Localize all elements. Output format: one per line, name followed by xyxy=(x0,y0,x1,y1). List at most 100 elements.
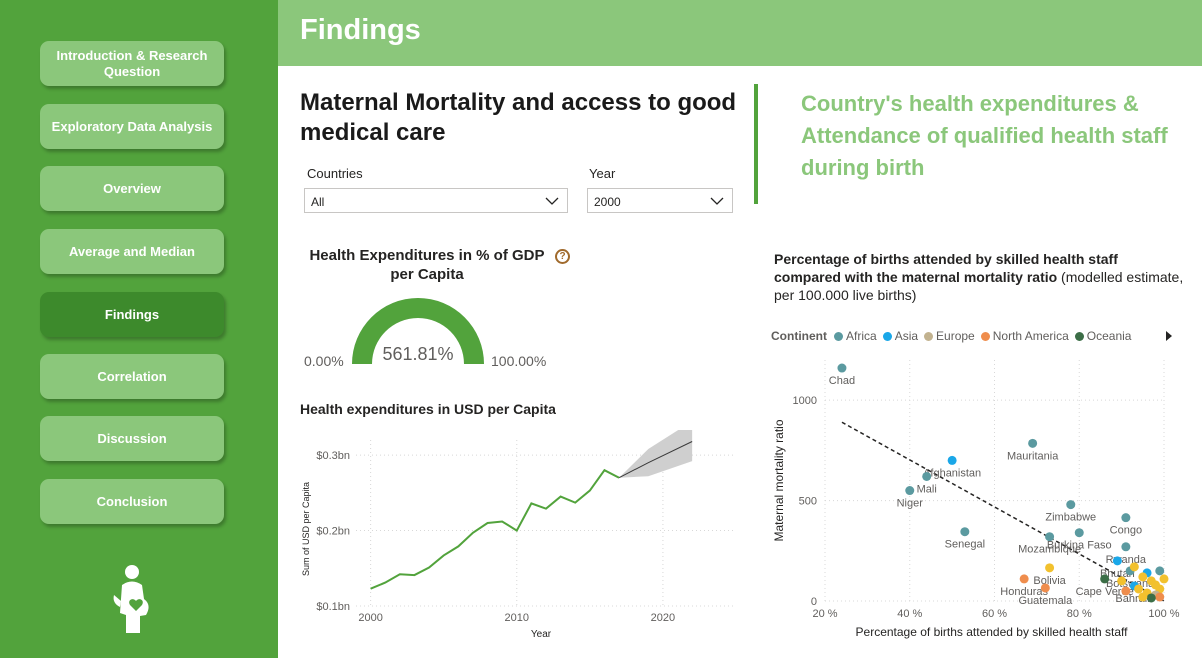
gauge-max-label: 100.00% xyxy=(491,353,547,369)
line-chart-title: Health expenditures in USD per Capita xyxy=(300,401,556,417)
gauge-chart xyxy=(352,298,484,364)
scatter-point[interactable] xyxy=(905,486,915,496)
help-icon[interactable]: ? xyxy=(555,249,570,264)
point-label: Niger xyxy=(897,498,924,510)
nav-button-exploratory-data-analysis[interactable]: Exploratory Data Analysis xyxy=(40,104,224,149)
legend-item[interactable]: Europe xyxy=(924,329,975,343)
point-label: Zimbabwe xyxy=(1045,512,1096,524)
x-tick-label: 100 % xyxy=(1148,608,1179,620)
y-tick-label: 500 xyxy=(799,496,817,508)
chevron-down-icon xyxy=(710,197,724,205)
y-axis-label: Sum of USD per Capita xyxy=(301,482,311,576)
point-label: Senegal xyxy=(945,539,985,551)
countries-dropdown[interactable]: All xyxy=(304,188,568,213)
line-chart[interactable]: $0.1bn $0.2bn $0.3bn 2000 2010 2020 Year Sum of… xyxy=(296,430,746,645)
scatter-point[interactable] xyxy=(1138,572,1148,582)
legend-item[interactable]: Africa xyxy=(834,329,877,343)
scatter-point[interactable] xyxy=(1100,574,1110,584)
countries-slicer-label: Countries xyxy=(307,166,363,181)
scatter-point[interactable] xyxy=(1155,566,1165,576)
point-label: Mauritania xyxy=(1007,450,1059,462)
y-tick-label: 0 xyxy=(811,596,817,608)
pregnant-woman-icon xyxy=(113,565,149,633)
scatter-point[interactable] xyxy=(1117,576,1127,586)
scatter-point[interactable] xyxy=(947,455,957,465)
point-label: Chad xyxy=(829,375,855,387)
divider-bar xyxy=(754,84,758,204)
x-axis-label: Percentage of births attended by skilled… xyxy=(856,625,1129,639)
scatter-chart[interactable]: 0 500 1000 20 % 40 % 60 % 80 % 100 % Percentage … xyxy=(768,352,1200,644)
point-label: Rwanda xyxy=(1106,554,1147,566)
legend-item[interactable]: North America xyxy=(980,329,1069,343)
scatter-legend: Continent Africa Asia Europe North America O… xyxy=(771,329,1137,343)
gauge-min-label: 0.00% xyxy=(304,353,344,369)
scatter-point[interactable] xyxy=(1121,513,1131,523)
legend-dot xyxy=(882,331,892,341)
nav-button-average-and-median[interactable]: Average and Median xyxy=(40,229,224,274)
x-tick-label: 40 % xyxy=(897,608,922,620)
scatter-point[interactable] xyxy=(1129,562,1139,572)
legend-label: North America xyxy=(992,329,1069,343)
scatter-point[interactable] xyxy=(960,527,970,537)
point-label: Mozambique xyxy=(1018,544,1081,556)
scatter-title: Percentage of births attended by skilled… xyxy=(774,250,1184,304)
point-label: Congo xyxy=(1110,525,1142,537)
nav-button-overview[interactable]: Overview xyxy=(40,166,224,211)
scatter-point[interactable] xyxy=(1074,528,1084,538)
forecast-line xyxy=(618,441,693,479)
gauge-title: Health Expenditures in % of GDP per Capi… xyxy=(309,247,545,283)
scatter-point[interactable] xyxy=(1045,563,1055,573)
point-label: Bolivia xyxy=(1033,575,1066,587)
legend-item[interactable]: Oceania xyxy=(1074,329,1132,343)
scatter-point[interactable] xyxy=(1155,592,1165,602)
legend-item[interactable]: Asia xyxy=(882,329,918,343)
legend-dot xyxy=(1074,331,1084,341)
point-label: Burkina Faso xyxy=(1047,540,1112,552)
chevron-down-icon xyxy=(545,197,559,205)
series-line xyxy=(370,468,620,590)
legend-title: Continent xyxy=(771,329,827,343)
trendline xyxy=(841,421,1165,602)
x-tick-label: 2020 xyxy=(651,612,675,624)
scatter-point[interactable] xyxy=(1040,583,1050,593)
scatter-point[interactable] xyxy=(1138,592,1148,602)
scatter-point[interactable] xyxy=(1121,542,1131,552)
scatter-point[interactable] xyxy=(1019,574,1029,584)
scatter-point[interactable] xyxy=(837,363,847,373)
y-axis-label: Maternal mortality ratio xyxy=(772,419,786,541)
legend-next-arrow-icon[interactable] xyxy=(1166,331,1172,341)
legend-label: Oceania xyxy=(1086,329,1132,343)
scatter-point[interactable] xyxy=(1134,584,1144,594)
x-tick-label: 2000 xyxy=(358,612,382,624)
legend-label: Africa xyxy=(846,329,877,343)
x-tick-label: 80 % xyxy=(1067,608,1092,620)
scatter-point[interactable] xyxy=(1112,556,1122,566)
nav-button-conclusion[interactable]: Conclusion xyxy=(40,479,224,524)
sidebar: Introduction & Research Question Explorat… xyxy=(0,0,278,658)
page-title: Findings xyxy=(300,14,421,46)
page-header: Findings xyxy=(278,0,1202,66)
scatter-point[interactable] xyxy=(1045,532,1055,542)
scatter-point[interactable] xyxy=(1121,586,1131,596)
scatter-title-rest: (modelled estimate, per 100.000 live bir… xyxy=(774,269,1184,303)
scatter-point[interactable] xyxy=(1028,438,1038,448)
scatter-point[interactable] xyxy=(922,471,932,481)
year-dropdown[interactable]: 2000 xyxy=(587,188,733,213)
scatter-title-bold: Percentage of births attended by skilled… xyxy=(774,251,1118,285)
point-label: Mali xyxy=(917,483,937,495)
point-label: Cape Verde xyxy=(1076,586,1134,598)
scatter-point[interactable] xyxy=(1146,593,1156,603)
scatter-point[interactable] xyxy=(1159,574,1169,584)
x-tick-label: 20 % xyxy=(812,608,837,620)
nav-button-correlation[interactable]: Correlation xyxy=(40,354,224,399)
y-tick-label: $0.1bn xyxy=(316,601,350,613)
nav-button-discussion[interactable]: Discussion xyxy=(40,416,224,461)
y-tick-label: 1000 xyxy=(793,395,817,407)
year-dropdown-value: 2000 xyxy=(594,195,621,209)
nav-button-findings[interactable]: Findings xyxy=(40,292,224,337)
gauge-fill xyxy=(352,298,484,364)
x-axis-label: Year xyxy=(531,629,552,640)
nav-button-introduction-research-question[interactable]: Introduction & Research Question xyxy=(40,41,224,86)
legend-dot xyxy=(834,331,843,341)
scatter-point[interactable] xyxy=(1066,500,1076,510)
